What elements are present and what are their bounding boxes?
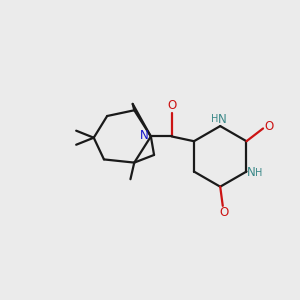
Text: O: O [220, 206, 229, 219]
Text: O: O [167, 99, 176, 112]
Text: N: N [140, 129, 149, 142]
Text: O: O [264, 120, 273, 133]
Text: H: H [211, 114, 218, 124]
Text: H: H [255, 167, 262, 178]
Text: N: N [247, 166, 255, 179]
Text: N: N [218, 112, 226, 125]
